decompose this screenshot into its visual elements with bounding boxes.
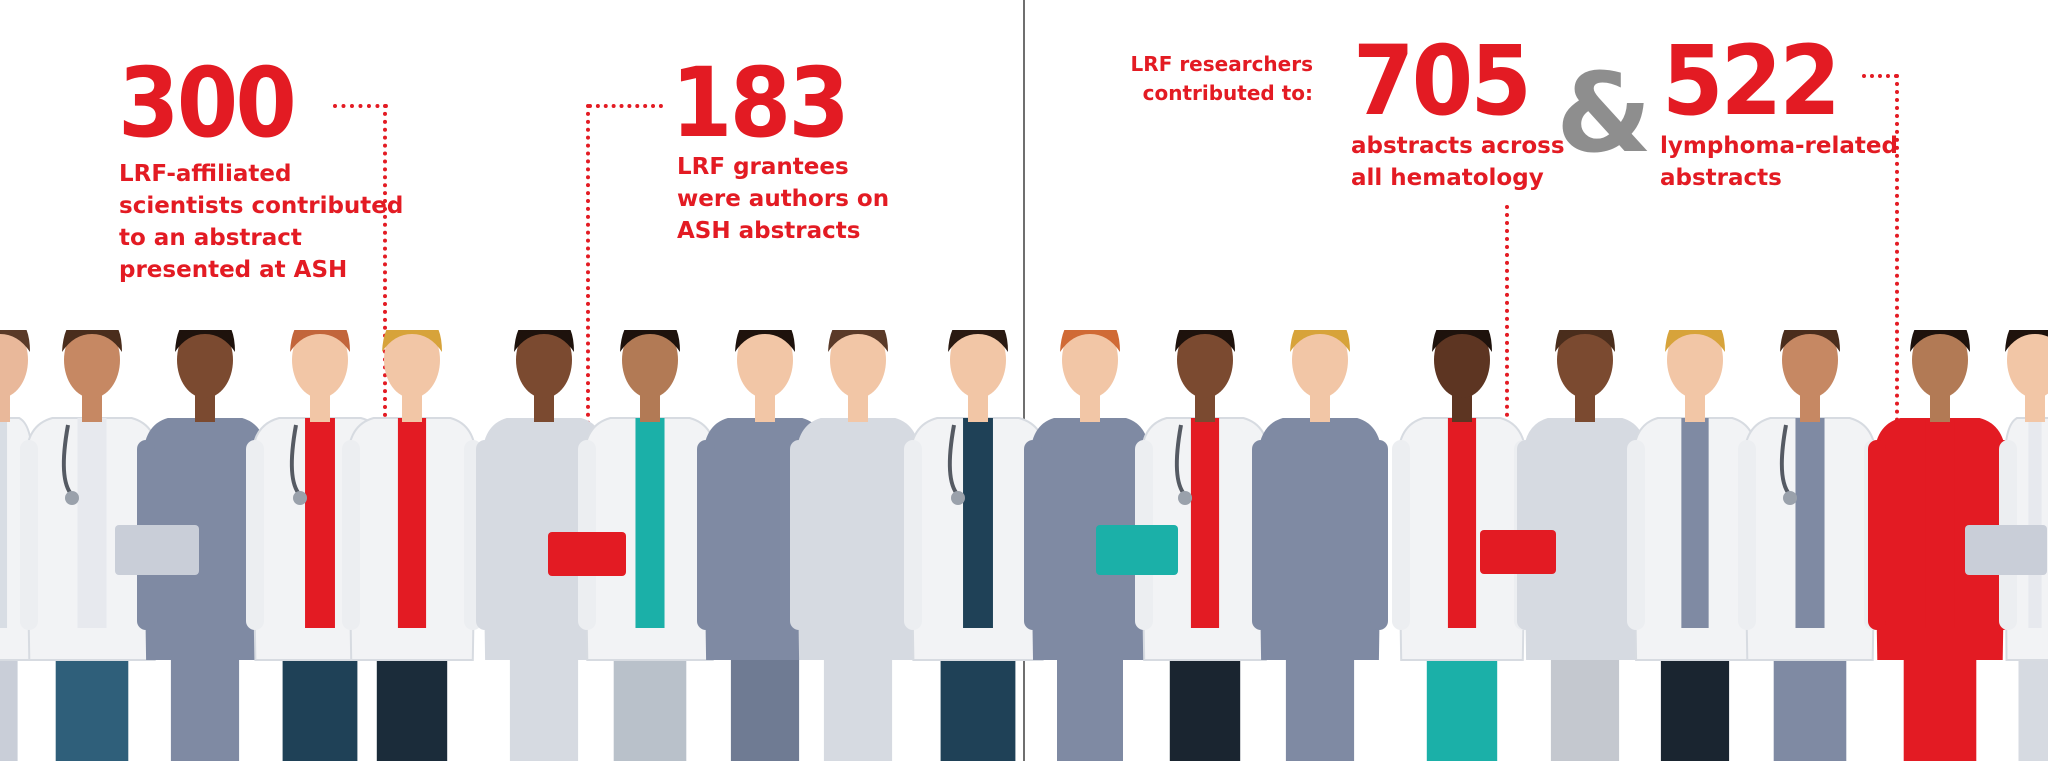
- person-figure: [1252, 330, 1388, 761]
- person-figure: [1627, 330, 1763, 761]
- ampersand: &: [1556, 49, 1652, 177]
- leader-183-h: [588, 104, 663, 108]
- leader-300-v: [383, 104, 387, 449]
- medical-staff-crowd-illustration: [0, 330, 2048, 761]
- person-figure: [20, 330, 164, 761]
- researchers-lead-text: LRF researchers contributed to:: [1130, 52, 1313, 105]
- tablet-icon: [1096, 525, 1178, 575]
- leader-705-v: [1505, 205, 1509, 545]
- leader-183-v: [586, 104, 590, 544]
- people-group: [0, 330, 2048, 761]
- person-figure: [1392, 330, 1532, 761]
- leader-300-h: [333, 104, 388, 108]
- tablet-icon: [115, 525, 199, 575]
- person-figure: [137, 330, 273, 761]
- person-figure: [578, 330, 722, 761]
- person-figure: [790, 330, 926, 761]
- stat-300-caption: LRF-affiliated scientists contributed to…: [119, 161, 404, 283]
- panel-divider: [1023, 0, 1025, 761]
- tablet-icon: [1480, 530, 1556, 574]
- person-figure: [1738, 330, 1882, 761]
- stat-705-caption: abstracts across all hematology: [1351, 133, 1565, 191]
- stat-183-number: 183: [671, 47, 850, 159]
- stat-300-number: 300: [118, 47, 297, 159]
- leader-522-v: [1895, 74, 1899, 454]
- tablet-icon: [1965, 525, 2047, 575]
- person-figure: [904, 330, 1052, 761]
- stat-183-caption: LRF grantees were authors on ASH abstrac…: [677, 154, 890, 244]
- leader-522-h: [1862, 74, 1898, 78]
- stat-522-number: 522: [1662, 25, 1841, 137]
- person-figure: [342, 330, 482, 761]
- stat-705-number: 705: [1353, 25, 1532, 137]
- stat-522-caption: lymphoma-related abstracts: [1660, 133, 1898, 191]
- tablet-icon: [548, 532, 626, 576]
